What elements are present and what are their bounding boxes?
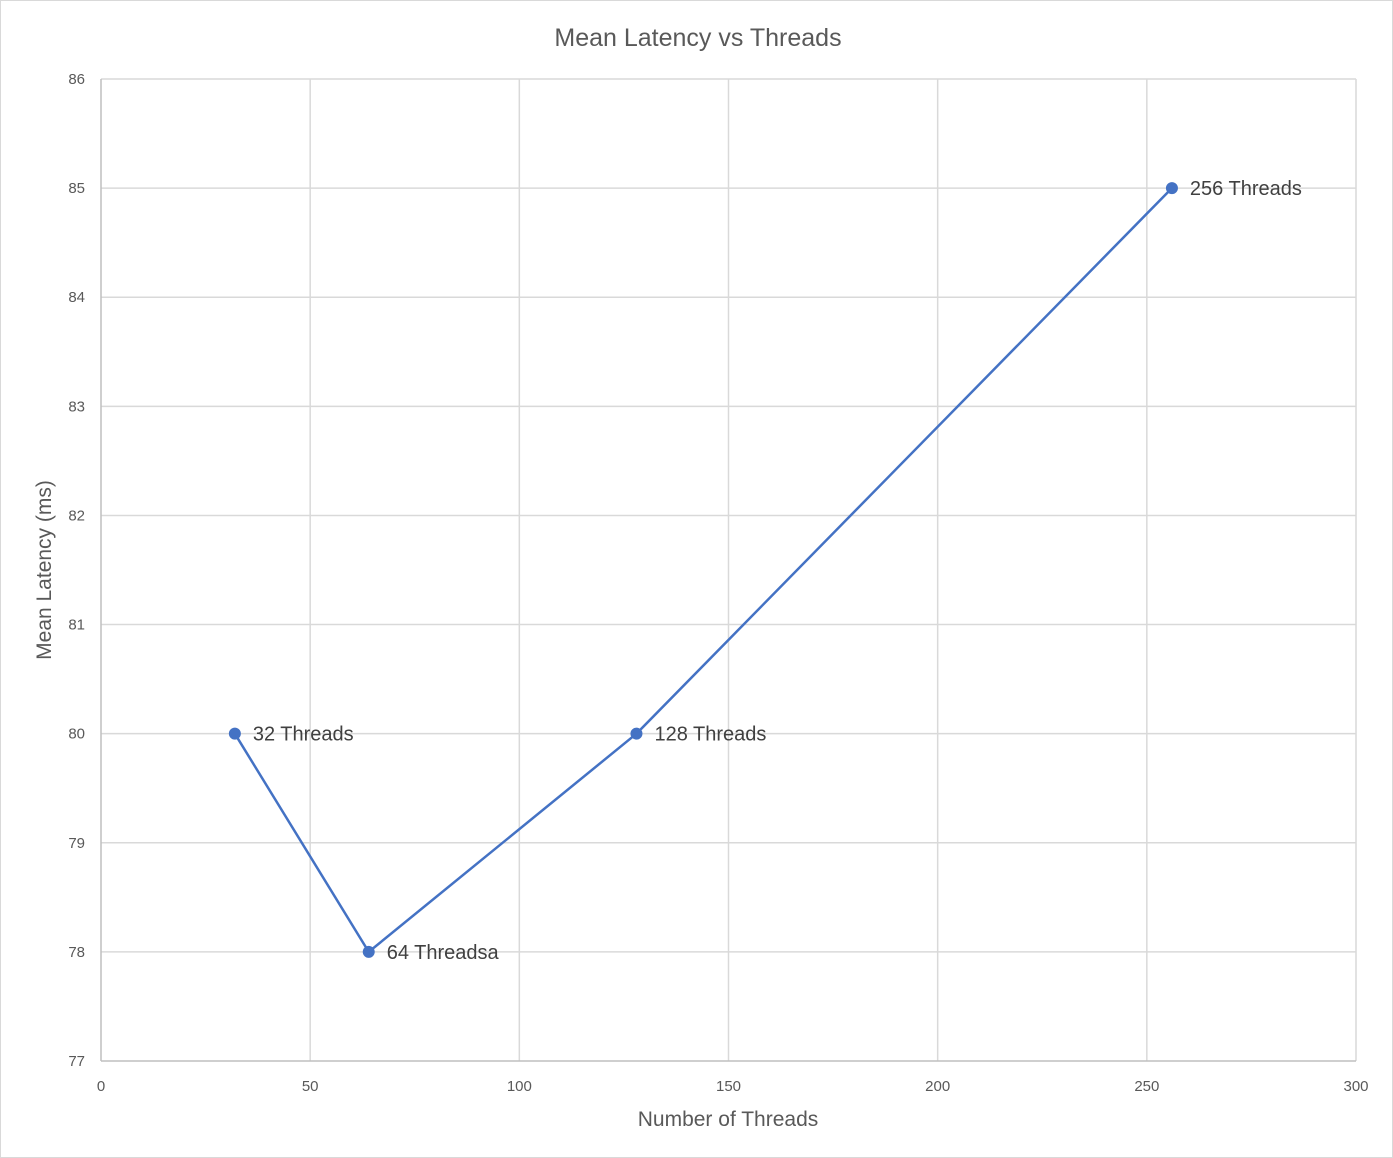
data-series [228, 182, 1178, 958]
x-tick-label: 300 [1343, 1078, 1368, 1095]
data-label: 256 Threads [1190, 178, 1302, 200]
x-tick-label: 150 [716, 1078, 741, 1095]
data-labels: 32 Threads 64 Threadsa 128 Threads 256 Thre… [253, 178, 1302, 964]
y-tick-label: 85 [68, 180, 85, 197]
y-tick-label: 77 [68, 1053, 85, 1070]
y-tick-label: 81 [68, 617, 85, 634]
x-tick-label: 100 [507, 1078, 532, 1095]
x-tick-label: 250 [1134, 1078, 1159, 1095]
y-tick-label: 80 [68, 726, 85, 743]
x-tick-label: 0 [97, 1078, 105, 1095]
data-label: 32 Threads [253, 724, 354, 746]
data-label: 64 Threadsa [387, 942, 500, 964]
y-tick-label: 78 [68, 944, 85, 961]
series-line [233, 187, 1173, 954]
y-tick-label: 82 [68, 507, 85, 524]
y-tick-label: 79 [68, 835, 85, 852]
axes [100, 79, 1356, 1062]
data-point-marker [228, 727, 241, 740]
x-tick-label: 200 [925, 1078, 950, 1095]
y-tick-label: 86 [68, 71, 85, 88]
chart-title: Mean Latency vs Threads [554, 24, 841, 52]
data-label: 128 Threads [654, 724, 766, 746]
y-tick-label: 83 [68, 398, 85, 415]
data-point-marker [1165, 182, 1178, 195]
y-axis-title: Mean Latency (ms) [33, 480, 56, 660]
data-point-marker [630, 727, 643, 740]
gridlines [101, 78, 1357, 1061]
data-point-marker [362, 945, 375, 958]
tick-labels: 77 78 79 80 81 82 83 84 85 86 0 50 100 150 200 250 300 [68, 71, 1368, 1095]
x-axis-title: Number of Threads [638, 1108, 819, 1131]
x-tick-label: 50 [302, 1078, 319, 1095]
y-tick-label: 84 [68, 289, 85, 306]
